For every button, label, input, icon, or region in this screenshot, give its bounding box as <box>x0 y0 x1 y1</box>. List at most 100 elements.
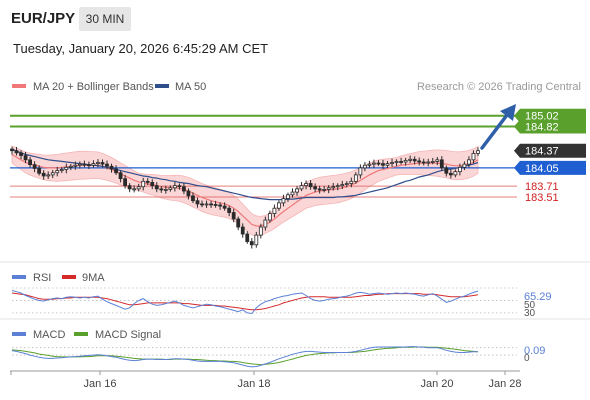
candle <box>50 169 55 179</box>
candle-body <box>159 188 164 191</box>
chart-datetime: Tuesday, January 20, 2026 6:45:29 AM CET <box>13 41 269 56</box>
candle <box>281 194 286 207</box>
candle-body <box>19 152 23 156</box>
candle <box>308 180 313 190</box>
candle <box>14 146 19 156</box>
candle <box>109 163 114 173</box>
candle <box>19 150 23 160</box>
candle <box>372 159 376 168</box>
candle-body <box>168 187 173 190</box>
forecast-arrow-head <box>500 104 516 121</box>
candle-body <box>426 161 431 164</box>
candle <box>263 216 268 231</box>
candle <box>412 156 417 165</box>
candle <box>154 182 159 193</box>
candle-body <box>245 233 250 242</box>
candle-body <box>87 164 91 167</box>
candle <box>277 200 281 211</box>
candle-body <box>249 241 254 246</box>
candle-body <box>349 180 354 184</box>
candle <box>376 160 381 166</box>
candle-body <box>317 188 322 191</box>
candle <box>399 157 403 165</box>
candle-body <box>118 172 123 180</box>
candle <box>222 202 227 211</box>
candle <box>299 182 304 192</box>
candle-body <box>358 167 363 176</box>
candle-body <box>182 186 186 192</box>
candle <box>476 147 480 157</box>
macd-tick-0: 0 <box>524 353 530 364</box>
candle <box>182 182 186 195</box>
candle <box>267 210 272 223</box>
candle <box>290 188 295 198</box>
candle-body <box>91 163 96 166</box>
candle <box>100 159 105 168</box>
candle-body <box>14 150 19 154</box>
candle <box>204 200 209 208</box>
candle <box>127 183 132 193</box>
candle-body <box>435 159 440 162</box>
ma20-legend-label: MA 20 + Bollinger Bands <box>33 81 154 93</box>
candle-body <box>308 183 313 188</box>
candle <box>123 174 128 189</box>
candle-body <box>77 163 82 166</box>
candle-body <box>64 166 69 170</box>
level-value-support-5: 183.51 <box>525 192 559 204</box>
candle-body <box>353 174 358 182</box>
candle-body <box>381 163 385 166</box>
candle <box>218 202 223 210</box>
candle <box>249 238 254 249</box>
candle-body <box>390 162 394 165</box>
candle <box>390 158 394 167</box>
level-value-pivot-3: 184.05 <box>525 163 559 175</box>
candle <box>82 160 87 168</box>
candle <box>73 161 78 170</box>
level-value-last-2: 184.37 <box>525 146 559 158</box>
candle-body <box>290 191 295 196</box>
candle <box>417 157 422 166</box>
candle <box>200 200 204 208</box>
candle <box>317 185 322 194</box>
candle-body <box>172 185 177 189</box>
rsi-legend-swatch <box>12 275 26 279</box>
rsi-tick-30: 30 <box>524 308 536 319</box>
candle-body <box>236 218 241 228</box>
rsi-ma-line <box>11 292 479 311</box>
macd-legend-swatch <box>12 332 26 336</box>
candle-body <box>213 204 218 206</box>
candle <box>213 200 218 208</box>
candle <box>46 171 51 180</box>
forecast-arrow-shaft <box>480 113 509 150</box>
candle-body <box>362 164 367 169</box>
candle-body <box>46 174 51 177</box>
candle-body <box>100 162 105 165</box>
candle-body <box>421 161 426 164</box>
candle <box>195 197 200 208</box>
candle-body <box>96 162 100 165</box>
candle <box>258 223 263 239</box>
candle <box>227 205 232 217</box>
candle <box>55 166 60 177</box>
candle <box>32 161 37 173</box>
candle <box>64 163 69 174</box>
rsi-line <box>11 290 479 315</box>
candle-body <box>277 202 281 209</box>
candle-body <box>109 165 114 170</box>
candle-body <box>344 183 349 185</box>
candle-body <box>132 188 137 191</box>
candle-body <box>227 207 232 213</box>
macd-current-value: 0.09 <box>524 345 545 357</box>
candle <box>367 160 372 169</box>
candle <box>331 183 336 191</box>
candle-body <box>218 204 223 207</box>
candle-body <box>32 164 37 169</box>
timeframe-badge[interactable]: 30 MIN <box>79 7 131 31</box>
candle <box>462 161 467 171</box>
candle <box>344 181 349 188</box>
candle-body <box>41 172 46 177</box>
macd-signal-legend-label: MACD Signal <box>95 329 161 341</box>
candle-body <box>417 160 422 163</box>
candle-body <box>222 205 227 209</box>
